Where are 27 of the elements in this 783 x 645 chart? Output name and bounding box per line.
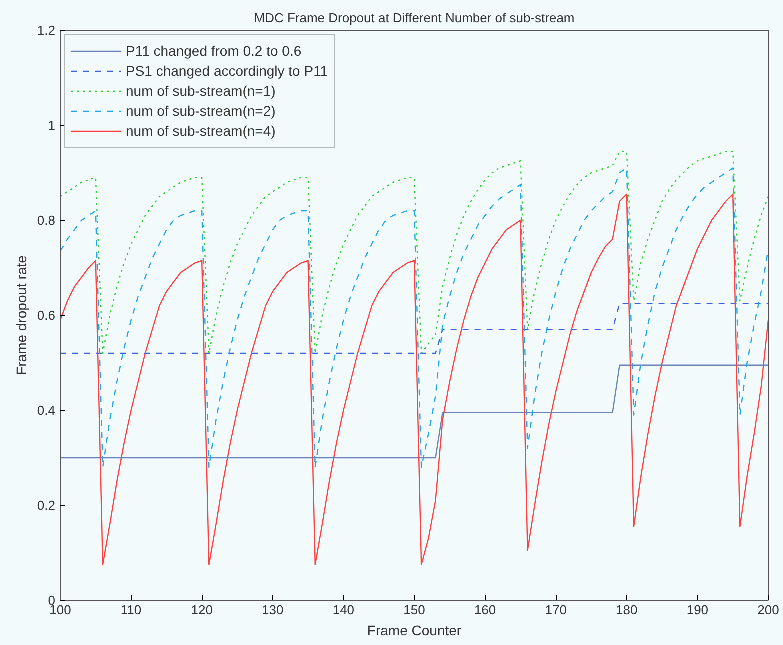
legend-label: num of sub-stream(n=4)	[126, 123, 276, 139]
x-tick-label: 200	[758, 602, 780, 618]
x-tick-label: 190	[686, 602, 709, 618]
x-tick-label: 130	[262, 602, 284, 618]
legend-label: num of sub-stream(n=1)	[126, 83, 276, 99]
legend-label: PS1 changed accordingly to P11	[126, 63, 328, 79]
x-tick-label: 160	[474, 602, 496, 618]
legend-label: P11 changed from 0.2 to 0.6	[126, 43, 302, 59]
x-axis-title: Frame Counter	[367, 622, 462, 638]
line-series	[60, 194, 768, 566]
y-tick-label: 0.4	[37, 403, 56, 418]
chart-title: MDC Frame Dropout at Different Number of sub-stream	[254, 10, 575, 26]
y-axis-title: Frame dropout rate	[13, 255, 30, 376]
x-tick-label: 170	[545, 602, 567, 618]
x-tick-label: 180	[616, 602, 638, 618]
y-tick-label: 1.2	[37, 23, 56, 38]
line-series	[60, 151, 768, 354]
y-tick-label: 0.6	[37, 308, 56, 323]
x-tick-label: 110	[120, 602, 142, 618]
y-tick-label: 0.2	[37, 498, 56, 513]
line-series	[60, 168, 768, 468]
legend-label: num of sub-stream(n=2)	[126, 103, 276, 119]
x-tick-label: 150	[404, 602, 426, 618]
y-tick-label: 1	[48, 118, 56, 133]
x-tick-label: 120	[191, 602, 213, 618]
x-tick-label: 140	[332, 602, 355, 618]
y-tick-label: 0.8	[37, 213, 56, 228]
